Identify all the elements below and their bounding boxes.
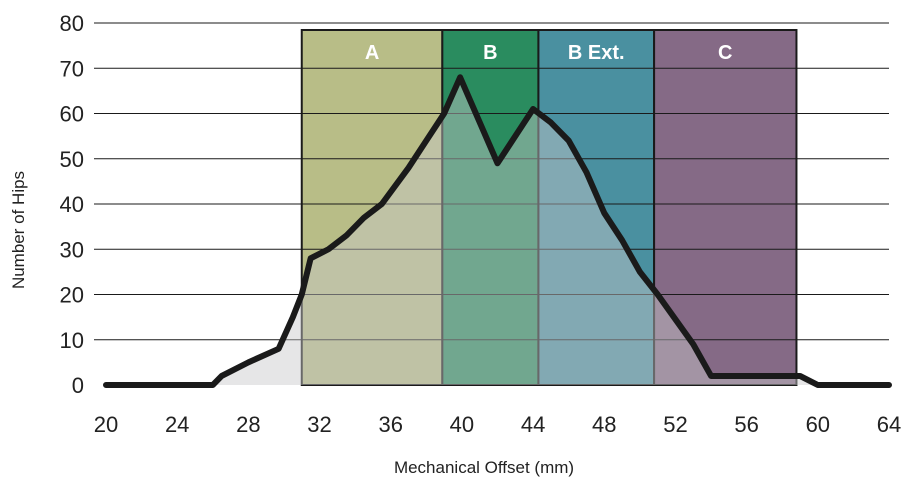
y-tick-label: 50 <box>60 147 84 172</box>
x-tick-label: 52 <box>663 412 687 437</box>
band-label-c: C <box>718 42 732 64</box>
x-tick-label: 36 <box>378 412 402 437</box>
distribution-area <box>106 77 889 386</box>
y-tick-label: 70 <box>60 56 84 81</box>
y-tick-label: 40 <box>60 192 84 217</box>
band-b <box>441 29 540 386</box>
area-layer <box>103 74 892 388</box>
band-label-b: B <box>483 42 497 64</box>
x-tick-label: 56 <box>734 412 758 437</box>
y-tick-label: 20 <box>60 283 84 308</box>
distribution-line <box>103 74 892 388</box>
x-tick-label: 24 <box>165 412 189 437</box>
band-label-a: A <box>365 42 379 64</box>
x-tick-label: 44 <box>521 412 545 437</box>
band-a <box>300 29 444 386</box>
y-tick-label: 60 <box>60 102 84 127</box>
x-tick-label: 60 <box>806 412 830 437</box>
band-labels-layer: A B B Ext. C <box>365 42 733 64</box>
x-tick-label: 48 <box>592 412 616 437</box>
grid-layer <box>94 22 889 341</box>
x-axis-label: Mechanical Offset (mm) <box>394 458 574 477</box>
band-b-ext <box>537 29 656 386</box>
x-tick-label: 28 <box>236 412 260 437</box>
x-tick-label: 40 <box>450 412 474 437</box>
y-axis-label: Number of Hips <box>9 171 28 289</box>
x-tick-label: 32 <box>307 412 331 437</box>
y-tick-label: 0 <box>72 373 84 398</box>
x-tick-label: 20 <box>94 412 118 437</box>
band-label-b-ext: B Ext. <box>568 42 625 64</box>
y-tick-label: 30 <box>60 237 84 262</box>
y-tick-labels: 0 10 20 30 40 50 60 70 80 <box>60 11 84 398</box>
y-tick-label: 80 <box>60 11 84 36</box>
x-tick-label: 64 <box>877 412 901 437</box>
y-tick-label: 10 <box>60 328 84 353</box>
x-tick-labels: 20 24 28 32 36 40 44 48 52 56 60 64 <box>94 412 901 437</box>
